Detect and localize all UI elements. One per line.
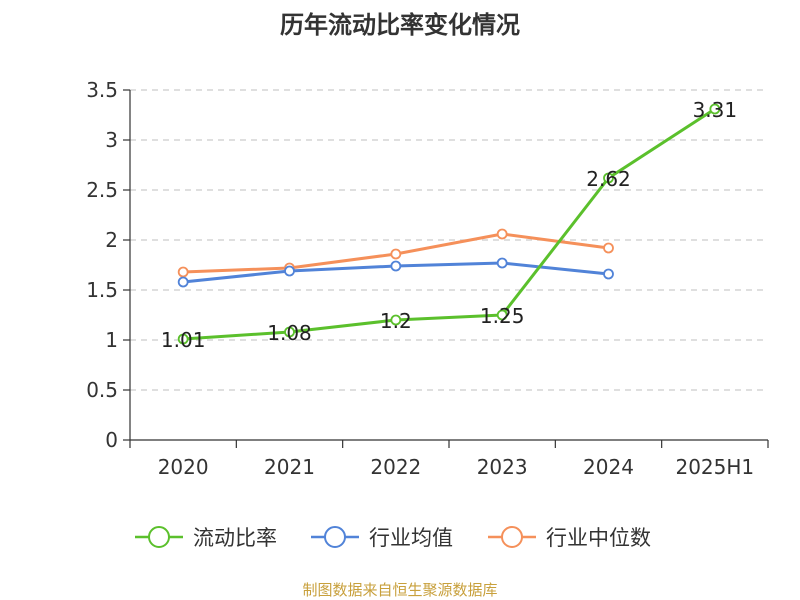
data-label: 1.2 <box>380 309 412 333</box>
data-point <box>284 265 295 277</box>
data-labels: 1.01 1.08 1.2 1.25 2.62 3.31 <box>161 98 737 352</box>
series-line <box>183 107 716 341</box>
data-point <box>603 268 614 280</box>
data-label: 2.62 <box>586 167 631 191</box>
y-tick-label: 2.5 <box>86 178 118 202</box>
data-point <box>390 314 402 326</box>
y-tick-label: 1 <box>105 328 118 352</box>
legend-label: 行业均值 <box>369 526 453 550</box>
x-tick-label: 2020 <box>158 455 209 479</box>
data-label: 1.08 <box>267 321 312 345</box>
data-point <box>496 257 508 269</box>
chart-title: 历年流动比率变化情况 <box>280 11 520 39</box>
source-note: 制图数据来自恒生聚源数据库 <box>302 581 497 599</box>
legend-marker <box>148 526 170 548</box>
x-tick-label: 2024 <box>583 455 634 479</box>
data-label: 3.31 <box>693 98 738 122</box>
x-tick-label: 2022 <box>370 455 421 479</box>
data-point <box>177 266 189 278</box>
x-tick-label: 2023 <box>477 455 528 479</box>
y-tick-label: 1.5 <box>86 278 118 302</box>
x-tick-label: 2025H1 <box>675 455 754 479</box>
data-label: 1.01 <box>161 328 206 352</box>
legend-label: 行业中位数 <box>546 526 651 550</box>
data-point <box>496 228 508 240</box>
gridlines <box>130 89 768 391</box>
x-tick-label: 2021 <box>264 455 315 479</box>
data-point <box>603 242 614 254</box>
legend-marker <box>324 526 346 548</box>
y-tick-label: 2 <box>105 228 118 252</box>
legend: 流动比率 行业均值 行业中位数 <box>135 526 651 550</box>
data-point <box>390 260 402 272</box>
legend-marker <box>501 526 523 548</box>
data-point <box>284 326 295 338</box>
y-tick-label: 3 <box>105 128 118 152</box>
y-tick-label: 0 <box>105 428 118 452</box>
data-point <box>709 103 721 115</box>
legend-label: 流动比率 <box>193 526 277 550</box>
axes: 0 0.5 1 1.5 2 2.5 3 3.5 2020 2021 2022 2023 2024 2025… <box>86 78 769 479</box>
series-group <box>177 103 721 345</box>
data-point <box>390 248 402 260</box>
y-tick-label: 0.5 <box>86 378 118 402</box>
data-label: 1.25 <box>480 304 525 328</box>
data-point <box>177 333 189 345</box>
y-tick-label: 3.5 <box>86 78 118 102</box>
data-point <box>177 276 189 288</box>
data-point <box>496 309 508 321</box>
data-point <box>603 172 614 184</box>
